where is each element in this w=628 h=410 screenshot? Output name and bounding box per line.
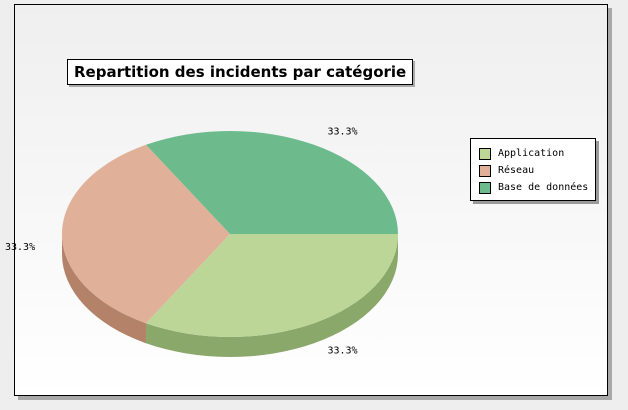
pie-slice-application: [146, 234, 398, 337]
legend-label: Base de données: [498, 182, 589, 193]
legend-swatch: [479, 164, 491, 177]
pie-data-labels: 33.3% 33.3% 33.3%: [5, 127, 358, 357]
pie-slice-base-de-donn-es: [146, 131, 398, 234]
chart-legend: Application Réseau Base de données: [470, 138, 596, 201]
pie-data-label: 33.3%: [327, 345, 357, 356]
pie-sides: [62, 234, 398, 357]
legend-item-base-de-donnees: Base de données: [479, 179, 595, 196]
legend-swatch: [479, 181, 491, 194]
pie-data-label: 33.3%: [5, 242, 35, 253]
chart-title: Repartition des incidents par catégorie: [67, 59, 414, 85]
legend-item-reseau: Réseau: [479, 162, 595, 179]
pie-slice-side: [146, 234, 398, 357]
legend-item-application: Application: [479, 145, 595, 162]
legend-label: Réseau: [498, 165, 535, 176]
pie-slices: [62, 131, 398, 337]
legend-swatch: [479, 147, 491, 160]
pie-data-label: 33.3%: [327, 127, 357, 138]
legend-label: Application: [498, 148, 565, 159]
pie-slice-side: [62, 234, 146, 344]
